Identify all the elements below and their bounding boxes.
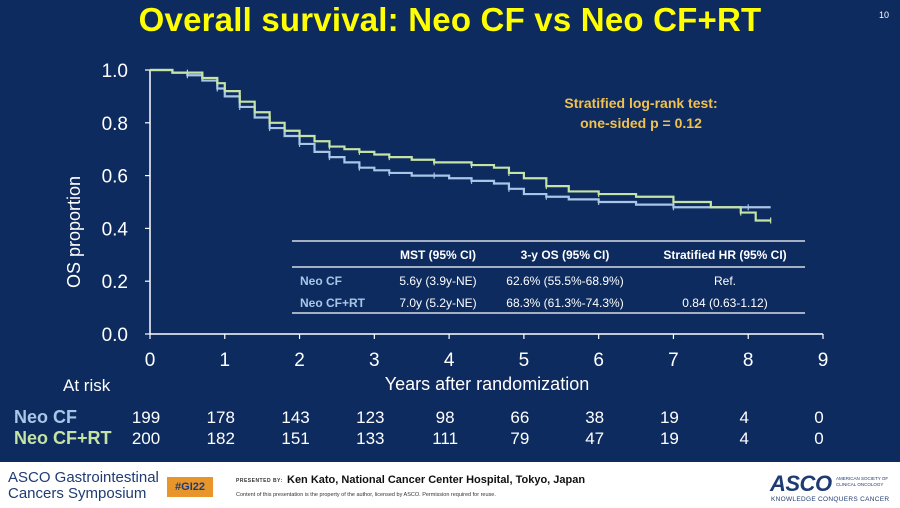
at-risk-count: 4 [739,429,748,448]
at-risk-label: At risk [63,376,111,395]
y-tick-label: 0.4 [102,219,129,240]
y-tick-label: 0.6 [102,167,128,188]
at-risk-count: 133 [356,429,384,448]
at-risk-count: 200 [132,429,160,448]
table-cell: 68.3% (61.3%-74.3%) [506,296,623,310]
at-risk-count: 151 [281,429,309,448]
table-cell: 5.6y (3.9y-NE) [399,274,476,288]
hashtag-badge: #GI22 [167,477,213,497]
symposium-logo: ASCO Gastrointestinal Cancers Symposium [8,470,159,502]
at-risk-row-name: Neo CF+RT [14,428,112,448]
at-risk-count: 143 [281,408,309,427]
x-tick-label: 9 [818,350,829,371]
table-cell: Neo CF+RT [300,296,366,310]
symposium-line1: ASCO Gastrointestinal [8,469,159,486]
presenter-name: Ken Kato, National Cancer Center Hospita… [287,474,586,486]
at-risk-count: 19 [660,408,679,427]
at-risk-count: 79 [510,429,529,448]
presented-by-label: PRESENTED BY: [236,478,283,484]
table-cell: Neo CF [300,274,342,288]
y-tick-label: 0.8 [102,114,128,135]
slide: Overall survival: Neo CF vs Neo CF+RT 10… [0,0,900,462]
copyright-notice: Content of this presentation is the prop… [236,492,496,498]
at-risk-count: 4 [739,408,748,427]
logrank-annotation: one-sided p = 0.12 [580,115,702,131]
at-risk-count: 98 [436,408,455,427]
table-header-cell: 3-y OS (95% CI) [521,248,610,262]
asco-society-name: AMERICAN SOCIETY OF CLINICAL ONCOLOGY [836,476,889,487]
x-tick-label: 2 [294,350,305,371]
logrank-annotation: Stratified log-rank test: [564,95,717,111]
table-cell: 7.0y (5.2y-NE) [399,296,476,310]
asco-logo: ASCO [770,471,832,496]
x-tick-label: 5 [519,350,530,371]
slide-title: Overall survival: Neo CF vs Neo CF+RT [138,1,762,38]
x-tick-label: 0 [145,350,156,371]
at-risk-count: 111 [432,429,458,448]
asco-tagline: KNOWLEDGE CONQUERS CANCER [771,496,890,503]
x-tick-label: 8 [743,350,754,371]
table-cell: 0.84 (0.63-1.12) [682,296,767,310]
x-tick-label: 1 [219,350,230,371]
slide-number: 10 [878,10,889,20]
at-risk-count: 66 [510,408,529,427]
x-tick-label: 6 [593,350,604,371]
x-tick-label: 3 [369,350,380,371]
y-axis-label: OS proportion [64,176,84,288]
at-risk-count: 123 [356,408,384,427]
at-risk-count: 19 [660,429,679,448]
y-tick-label: 1.0 [102,61,128,82]
at-risk-count: 199 [132,408,160,427]
y-tick-label: 0.0 [102,325,128,346]
symposium-line2: Cancers Symposium [8,485,147,502]
series-0-curve [150,68,771,209]
table-header-cell: Stratified HR (95% CI) [663,248,786,262]
at-risk-count: 0 [814,408,823,427]
x-tick-label: 7 [668,350,679,371]
summary-table-bg [292,239,805,314]
at-risk-count: 178 [207,408,235,427]
at-risk-count: 182 [207,429,235,448]
series-1-curve [150,68,771,222]
x-axis-label: Years after randomization [385,374,589,394]
table-cell: 62.6% (55.5%-68.9%) [506,274,623,288]
footer: ASCO Gastrointestinal Cancers Symposium … [0,462,900,508]
at-risk-count: 0 [814,429,823,448]
x-tick-label: 4 [444,350,455,371]
table-header-cell: MST (95% CI) [400,248,476,262]
y-tick-label: 0.2 [102,272,128,293]
at-risk-count: 47 [585,429,604,448]
at-risk-count: 38 [585,408,604,427]
table-cell: Ref. [714,274,736,288]
at-risk-row-name: Neo CF [14,407,77,427]
